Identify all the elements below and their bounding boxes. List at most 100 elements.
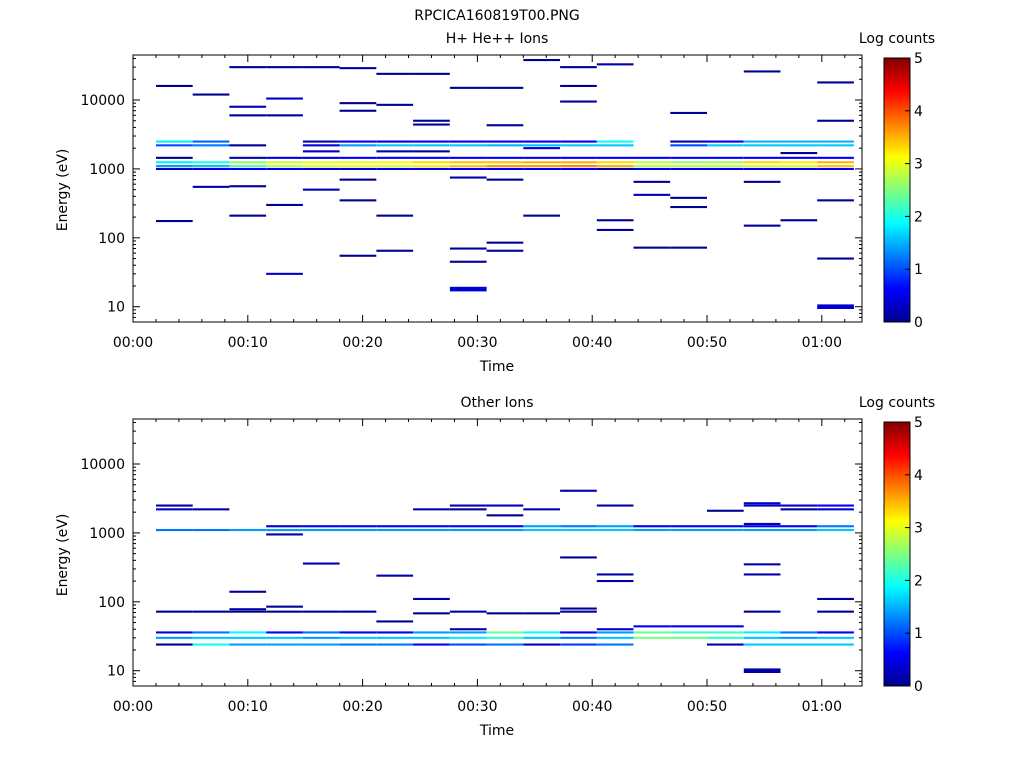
heatmap-cell [302,636,340,639]
heatmap-cell [596,228,634,231]
x-tick-label: 00:20 [342,335,382,351]
heatmap-cell [596,504,634,507]
heatmap-cell [707,167,744,170]
y-tick-label: 10000 [80,457,125,473]
colorbar-tick-label: 4 [914,468,923,484]
panel-title: H+ He++ Ions [446,31,549,47]
heatmap-cell [707,643,744,646]
heatmap-cell [413,167,450,170]
heatmap-cell [523,147,560,150]
heatmap-cell [743,144,781,147]
heatmap-cell [633,167,671,170]
heatmap-cell [449,286,487,292]
colorbar-tick-label: 2 [914,573,923,589]
heatmap-cell [596,161,634,164]
heatmap-cell [523,140,560,143]
panel-title: Other Ions [460,395,533,411]
heatmap-cell [339,165,377,168]
heatmap-cell [670,144,707,147]
heatmap-cell [633,161,671,164]
heatmap-cell [302,529,340,532]
heatmap-cell [670,111,707,114]
heatmap-cell [670,196,707,199]
heatmap-cell [192,185,230,188]
heatmap-cell [707,156,744,159]
heatmap-cell [707,161,744,164]
heatmap-cell [780,161,818,164]
panel-h-he-ions: H+ He++ Ions 00:00 00:10 00:20 00:30 00:40 00… [55,31,935,375]
heatmap-cell [413,529,450,532]
heatmap-cell [266,156,303,159]
heatmap-cell [376,144,414,147]
x-tick-label: 01:00 [802,699,842,715]
heatmap-cell [633,180,671,183]
heatmap-cell [229,643,267,646]
heatmap-cell [449,86,487,89]
heatmap-cell [302,631,340,634]
heatmap-cell [743,70,781,73]
colorbar-tick-label: 0 [914,315,923,331]
colorbar-tick-label: 5 [914,51,923,67]
heatmap-cell [266,66,303,69]
heatmap-cell [302,150,340,153]
heatmap-cell [449,144,487,147]
heatmap-cell [817,167,854,170]
heatmap-cell [486,643,524,646]
colorbar-tick-label: 2 [914,209,923,225]
heatmap-cell [743,631,781,634]
heatmap-cell [670,161,707,164]
heatmap-cell [156,220,193,223]
heatmap-cell [743,167,781,170]
plot-frame [132,418,863,687]
heatmap-cell [670,140,707,143]
y-tick-label: 100 [98,231,125,247]
heatmap-cell [780,219,818,222]
heatmap-cell [633,156,671,159]
heatmap-cell [229,161,267,164]
x-tick-label: 00:00 [113,699,153,715]
heatmap-cell [817,508,854,511]
heatmap-cell [743,668,781,673]
heatmap-cell [192,643,230,646]
heatmap-cell [486,165,524,168]
heatmap-cell [817,504,854,507]
y-tick-label: 1000 [89,162,125,178]
heatmap-cell [743,522,781,525]
heatmap-cell [229,144,267,147]
x-tick-label: 00:30 [457,335,497,351]
heatmap-cell [339,161,377,164]
heatmap-cell [596,573,634,576]
heatmap-cell [707,165,744,168]
heatmap-cell [339,529,377,532]
heatmap-cell [743,224,781,227]
heatmap-cell [339,144,377,147]
heatmap-cell [192,167,230,170]
panel-other-ions: Other Ions 00:00 00:10 00:20 00:30 00:40 00:5… [55,395,935,739]
heatmap-cell [302,610,340,613]
heatmap-cell [229,590,267,593]
heatmap-cell [743,504,781,507]
heatmap-cell [817,119,854,122]
heatmap-cell [449,631,487,634]
heatmap-cell [486,140,524,143]
heatmap-cell [413,597,450,600]
colorbar-label: Log counts [859,395,935,411]
heatmap-cell [302,643,340,646]
heatmap-cell [413,525,450,528]
heatmap-cell [817,643,854,646]
heatmap-cell [449,176,487,179]
heatmap-cell [156,144,193,147]
heatmap-cell [376,529,414,532]
heatmap-cell [633,529,671,532]
heatmap-cell [486,631,524,634]
heatmap-cell [376,72,414,75]
heatmap-cell [302,156,340,159]
x-tick-label: 00:20 [342,699,382,715]
heatmap-cell [780,144,818,147]
colorbar: 0 1 2 3 4 5 [883,51,923,331]
heatmap-cell [560,165,597,168]
heatmap-cell [560,156,597,159]
heatmap-cell [413,508,450,511]
heatmap-cell [560,610,597,613]
heatmap-cell [192,165,230,168]
